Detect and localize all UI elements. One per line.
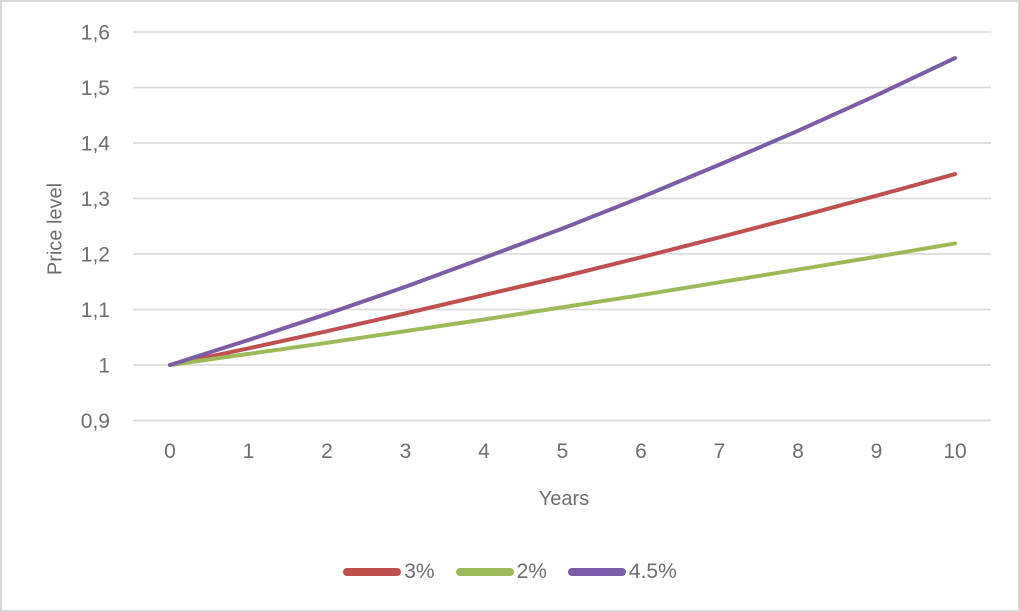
x-axis-title: Years bbox=[538, 488, 590, 510]
series-line-2% bbox=[168, 241, 957, 367]
legend-item: 4.5% bbox=[567, 560, 677, 584]
chart-legend: 3% 2% 4.5% bbox=[2, 560, 1018, 584]
legend-swatch bbox=[567, 568, 626, 576]
x-tick-label: 8 bbox=[792, 440, 804, 463]
x-tick-label: 7 bbox=[714, 440, 726, 463]
x-tick-label: 9 bbox=[871, 440, 883, 463]
legend-swatch bbox=[455, 568, 514, 576]
y-tick-label: 0,9 bbox=[81, 410, 110, 433]
x-tick-label: 10 bbox=[943, 440, 966, 463]
x-tick-label: 1 bbox=[243, 440, 255, 463]
legend-label: 4.5% bbox=[628, 560, 677, 583]
x-tick-label: 5 bbox=[557, 440, 569, 463]
y-tick-label: 1,2 bbox=[81, 244, 110, 267]
x-tick-label: 6 bbox=[635, 440, 647, 463]
legend-swatch bbox=[343, 568, 402, 576]
y-tick-label: 1,5 bbox=[81, 77, 110, 100]
y-tick-label: 1,4 bbox=[81, 133, 111, 156]
y-tick-label: 1 bbox=[98, 355, 110, 378]
series-line-3% bbox=[168, 172, 957, 367]
y-tick-label: 1,1 bbox=[81, 299, 110, 322]
legend-item: 2% bbox=[455, 560, 547, 584]
y-tick-label: 1,6 bbox=[81, 22, 110, 45]
series-line-4.5% bbox=[168, 56, 957, 367]
x-tick-label: 3 bbox=[400, 440, 412, 463]
legend-label: 3% bbox=[404, 560, 435, 583]
legend-item: 3% bbox=[343, 560, 435, 584]
x-tick-label: 2 bbox=[321, 440, 333, 463]
x-tick-label: 0 bbox=[164, 440, 176, 463]
y-axis-title: Price level bbox=[44, 182, 67, 276]
y-tick-label: 1,3 bbox=[81, 188, 110, 211]
legend-label: 2% bbox=[516, 560, 547, 583]
x-tick-label: 4 bbox=[478, 440, 490, 463]
